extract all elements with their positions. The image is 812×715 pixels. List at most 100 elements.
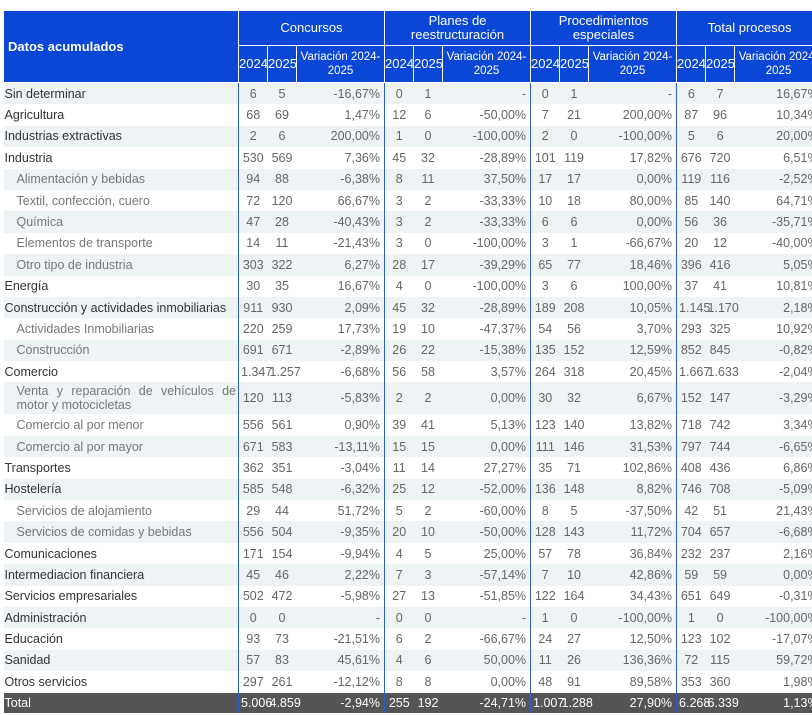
variation-cell: -66,67% <box>479 632 527 647</box>
variation-cell: 6,51% <box>783 150 812 165</box>
year-2025-header: 2025 <box>559 45 590 83</box>
variation-cell: 2,16% <box>783 546 812 561</box>
row-label: Química <box>3 211 239 233</box>
table-row: Energía 30 35 16,67% 4 0 -100,00% 3 6 100,00% 37 41… <box>4 275 812 297</box>
value-cell: 10 <box>413 521 443 543</box>
value-cell: 78 <box>567 546 581 561</box>
value-cell: 548 <box>267 478 297 501</box>
value-cell: 113 <box>267 382 297 415</box>
value-cell: 47 <box>238 211 268 233</box>
value-cell: 1.007 <box>530 692 564 713</box>
table-row: Actividades Inmobiliarias 220 259 17,73% 19 1… <box>4 318 812 340</box>
value-cell: 651 <box>676 585 706 607</box>
value-cell: 54 <box>530 318 560 340</box>
variation-cell: -9,35% <box>296 521 385 543</box>
value-cell: 4 <box>384 275 414 297</box>
value-cell: 1 <box>570 236 578 251</box>
table-row: Industria 530 569 7,36% 45 32 -28,89% 101 119 17,… <box>4 147 812 169</box>
table-row: Servicios de alojamiento 29 44 51,72% 5 2 -60,… <box>4 500 812 522</box>
value-cell: 26 <box>559 649 589 672</box>
value-cell: 6 <box>384 628 414 650</box>
value-cell: 362 <box>238 457 268 479</box>
row-label: Intermediacion financiera <box>3 564 239 586</box>
value-cell: 691 <box>238 339 268 362</box>
value-cell: 11 <box>275 236 289 251</box>
value-cell: 353 <box>676 671 706 693</box>
variation-cell: -2,04% <box>778 364 812 379</box>
value-cell: 1.633 <box>707 364 739 379</box>
value-cell: 29 <box>238 500 268 522</box>
value-cell: 12 <box>384 104 414 126</box>
variation-cell: -100,00% <box>588 125 677 148</box>
table-row: Construcción 691 671 -2,89% 26 22 -15,38% 135 15… <box>3 339 812 362</box>
group-planes: Planes de reestructuración <box>383 10 532 46</box>
table-row: Comercio al por mayor 671 583 -13,11% 15 15 0,… <box>3 435 812 458</box>
value-cell: 10 <box>559 564 589 586</box>
value-cell: 15 <box>413 435 443 458</box>
variation-cell: 64,71% <box>776 193 812 208</box>
value-cell: 56 <box>384 361 414 383</box>
variation-cell: -5,83% <box>296 382 385 415</box>
value-cell: 68 <box>238 104 268 126</box>
value-cell: 11 <box>530 649 560 672</box>
value-cell: 6 <box>570 279 578 294</box>
variation-cell: 0,00% <box>442 435 531 458</box>
variation-cell: 45,61% <box>296 649 385 672</box>
value-cell: 21 <box>567 108 581 123</box>
year-2024-header: 2024 <box>238 45 268 83</box>
table-title: Datos acumulados <box>3 10 239 83</box>
value-cell: 32 <box>559 382 589 415</box>
variation-cell: - <box>442 606 531 629</box>
value-cell: 72 <box>676 649 706 672</box>
value-cell: 41 <box>421 418 435 433</box>
variation-cell: -100,00% <box>588 606 677 629</box>
value-cell: 14 <box>421 460 435 475</box>
value-cell: 7 <box>530 104 560 126</box>
variation-cell: -2,52% <box>734 168 812 190</box>
value-cell: 0 <box>424 236 432 251</box>
variation-cell: -5,09% <box>734 478 812 501</box>
value-cell: 6 <box>676 82 706 105</box>
value-cell: 58 <box>421 364 435 379</box>
row-label: Sanidad <box>3 649 239 672</box>
value-cell: 911 <box>238 296 268 319</box>
row-label: Alimentación y bebidas <box>3 168 239 190</box>
value-cell: 116 <box>705 168 735 190</box>
variation-cell: 0,00% <box>588 168 677 190</box>
value-cell: 10 <box>530 189 560 212</box>
value-cell: 6 <box>267 125 297 148</box>
variation-cell: 5,05% <box>734 254 812 276</box>
variation-cell: -100,00% <box>472 236 527 251</box>
table-row: Construcción y actividades inmobiliarias… <box>3 296 812 319</box>
value-cell: 0 <box>413 125 443 148</box>
value-cell: 119 <box>564 150 584 165</box>
value-cell: 57 <box>238 649 268 672</box>
group-concursos: Concursos <box>238 10 385 46</box>
value-cell: 115 <box>705 649 735 672</box>
value-cell: 152 <box>559 339 589 362</box>
variation-cell: -6,68% <box>340 364 380 379</box>
variation-cell: 7,36% <box>344 150 380 165</box>
value-cell: 17 <box>413 254 443 276</box>
value-cell: 148 <box>559 478 589 501</box>
value-cell: 232 <box>676 542 706 565</box>
value-cell: 45 <box>384 147 414 169</box>
variation-cell: 6,27% <box>296 254 385 276</box>
row-label: Energía <box>4 279 49 294</box>
value-cell: 297 <box>238 671 268 693</box>
value-cell: 59 <box>676 564 706 586</box>
value-cell: 3 <box>530 275 560 297</box>
value-cell: 671 <box>267 339 297 362</box>
value-cell: 1.288 <box>559 692 593 713</box>
table-row: Agricultura 68 69 1,47% 12 6 -50,00% 7 21 200,00%… <box>4 104 812 126</box>
value-cell: 164 <box>563 589 585 604</box>
value-cell: 4.859 <box>267 692 301 713</box>
value-cell: 1 <box>676 606 706 629</box>
table-row: Hostelería 585 548 -6,32% 25 12 -52,00% 136 148 8… <box>3 478 812 501</box>
row-label: Elementos de transporte <box>16 236 153 251</box>
value-cell: 1.667 <box>676 361 710 383</box>
variation-cell: -13,11% <box>296 435 385 458</box>
value-cell: 2 <box>384 382 414 415</box>
variation-cell: 36,84% <box>629 546 673 561</box>
value-cell: 71 <box>567 460 581 475</box>
